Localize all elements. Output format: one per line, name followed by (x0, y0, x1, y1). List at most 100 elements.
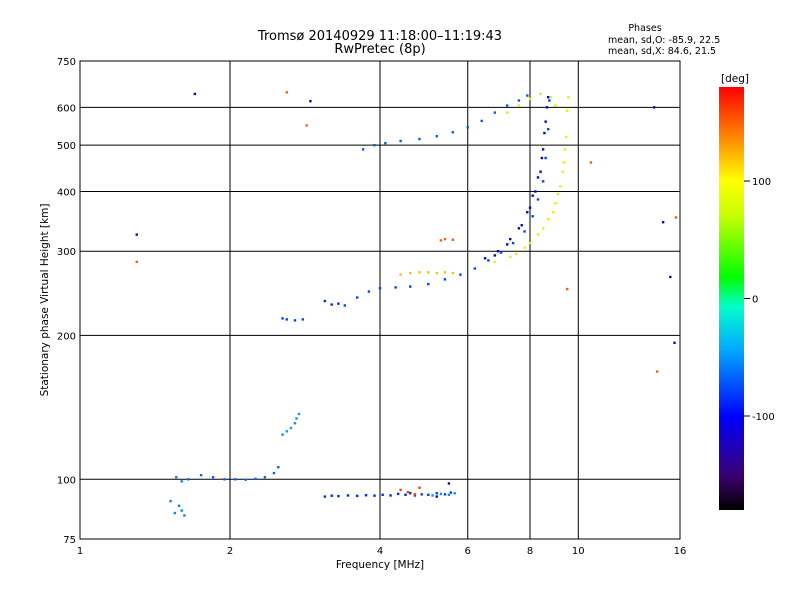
data-point (565, 287, 569, 291)
data-point (528, 206, 532, 209)
data-point (323, 299, 327, 303)
colorbar-tick-label: 100 (752, 177, 771, 188)
data-point (367, 290, 371, 293)
data-point (193, 92, 197, 96)
data-point (435, 135, 438, 138)
data-point (536, 233, 540, 236)
data-point (418, 486, 421, 489)
data-point (443, 271, 447, 274)
data-point (180, 509, 183, 512)
data-point (496, 250, 500, 253)
data-point (281, 433, 284, 436)
data-point (487, 259, 490, 262)
data-point (364, 494, 368, 497)
data-point (431, 494, 434, 497)
data-point (337, 494, 340, 498)
x-tick-label: 10 (572, 546, 585, 557)
data-point (536, 198, 540, 201)
y-tick-label: 600 (57, 103, 76, 114)
data-point (546, 218, 550, 221)
data-point (483, 257, 487, 260)
colorbar (719, 87, 744, 510)
data-point (330, 494, 333, 497)
data-point (399, 273, 402, 276)
data-point (187, 478, 190, 481)
data-point (330, 303, 333, 306)
data-point (373, 143, 376, 147)
data-point (272, 471, 276, 475)
data-point (661, 221, 665, 224)
data-point (406, 490, 410, 494)
stats-line-o: mean, sd,O: -85.9, 22.5 (608, 35, 720, 46)
data-point (466, 126, 469, 129)
data-point (355, 296, 359, 299)
data-point (539, 170, 542, 173)
x-axis-label: Frequency [MHz] (336, 559, 424, 571)
data-point (459, 273, 462, 276)
data-point (173, 511, 177, 515)
data-point (418, 271, 421, 274)
stats-header: Phases (628, 23, 661, 34)
data-point (427, 271, 430, 274)
data-point (453, 492, 456, 495)
data-point (546, 127, 550, 131)
data-point (361, 148, 365, 151)
data-point (263, 476, 267, 479)
data-point (443, 237, 447, 241)
data-point (211, 476, 215, 479)
data-point (565, 109, 569, 113)
data-point (548, 99, 551, 102)
data-point (199, 473, 203, 477)
data-point (517, 104, 521, 107)
data-point (293, 319, 297, 322)
y-tick-label: 400 (57, 187, 76, 198)
y-tick-label: 75 (63, 535, 76, 546)
data-point (277, 465, 280, 469)
data-point (297, 412, 301, 416)
data-point (536, 176, 540, 179)
data-point (413, 493, 417, 496)
data-point (549, 95, 552, 99)
y-tick-label: 750 (57, 57, 76, 68)
data-point (281, 317, 284, 320)
data-point (528, 241, 532, 245)
data-point (427, 282, 430, 286)
data-point (418, 137, 421, 141)
data-point (399, 139, 402, 143)
x-tick-label: 6 (465, 546, 471, 557)
data-point (505, 111, 509, 114)
data-point (534, 190, 537, 193)
data-point (409, 285, 412, 288)
data-point (396, 492, 400, 496)
data-point (285, 91, 288, 94)
data-point (447, 493, 451, 496)
data-point (543, 131, 546, 135)
data-point (544, 120, 547, 123)
grid-lines (80, 61, 680, 539)
data-point (175, 476, 178, 479)
data-point (563, 148, 567, 151)
data-point (289, 426, 293, 430)
data-point (520, 224, 523, 227)
data-point (673, 341, 676, 344)
x-tick-label: 8 (527, 546, 533, 557)
data-point (451, 238, 455, 241)
x-tick-label: 2 (227, 546, 233, 557)
data-point (541, 148, 545, 151)
data-point (449, 491, 453, 494)
data-point (439, 492, 443, 496)
stats-line-x: mean, sd,X: 84.6, 21.5 (608, 46, 716, 57)
data-point (493, 111, 497, 114)
data-point (674, 216, 678, 219)
colorbar-ticks: 100 0 -100 (744, 177, 775, 423)
data-point (244, 478, 247, 481)
data-point (323, 495, 327, 498)
data-point (439, 239, 443, 242)
colorbar-tick-label: 0 (752, 295, 758, 306)
data-point (384, 141, 387, 145)
data-point (293, 422, 297, 425)
data-point (180, 480, 183, 483)
data-point (435, 271, 438, 275)
chart-subtitle: RwPretec (8p) (334, 42, 425, 57)
data-point (540, 156, 544, 160)
